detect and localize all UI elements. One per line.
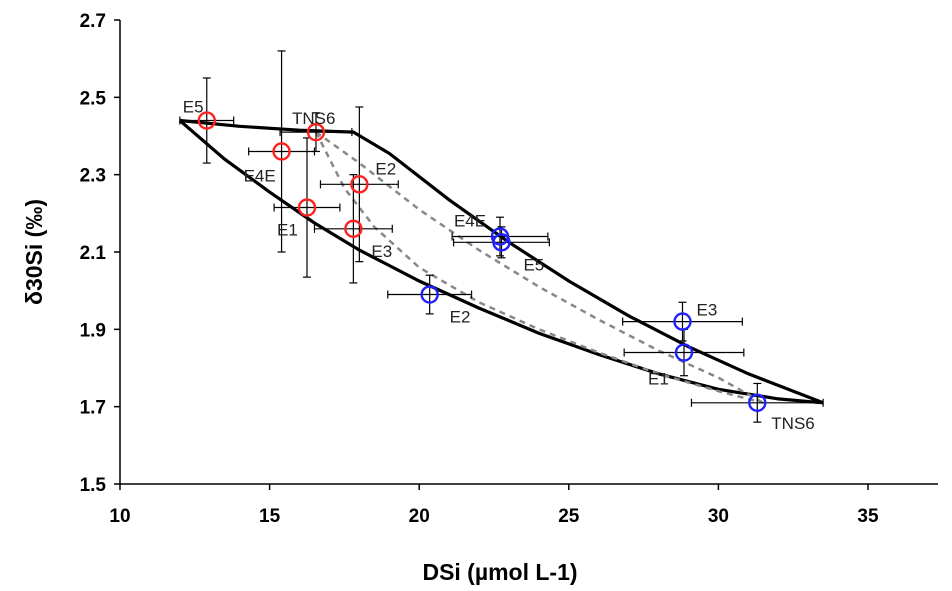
y-tick-label: 2.1 xyxy=(80,243,107,264)
data-point-label: E3 xyxy=(696,301,717,320)
data-point-label: E5 xyxy=(183,98,204,117)
error-bars xyxy=(179,50,824,423)
data-point-marker xyxy=(674,343,694,362)
data-point-marker xyxy=(748,393,767,412)
data-point-label: E2 xyxy=(375,159,396,178)
y-tick-label: 1.7 xyxy=(80,398,106,419)
data-point-label: E3 xyxy=(371,242,392,261)
y-axis-title: δ30Si (‰) xyxy=(21,199,47,305)
y-tick-label: 2.3 xyxy=(80,166,106,187)
model-curves xyxy=(178,118,824,405)
x-tick-label: 25 xyxy=(558,506,580,527)
data-point-label: E1 xyxy=(277,221,298,240)
data-point-marker xyxy=(197,111,216,130)
data-point-label: E4E xyxy=(454,212,486,231)
data-points xyxy=(197,111,767,412)
envelope-curve xyxy=(178,119,824,405)
envelope-curve xyxy=(179,118,824,405)
data-point-label: TNS6 xyxy=(292,109,335,128)
data-point-marker xyxy=(297,198,317,217)
data-point-label: E1 xyxy=(648,370,669,389)
y-tick-label: 1.9 xyxy=(80,320,106,341)
data-point-marker xyxy=(272,142,291,161)
dashed-curve xyxy=(314,131,764,405)
y-tick-label: 2.7 xyxy=(80,11,106,32)
x-axis-title: DSi (µmol L-1) xyxy=(422,559,577,585)
x-tick-label: 20 xyxy=(409,506,430,527)
x-tick-label: 30 xyxy=(708,506,729,527)
axes: 1.5 1.7 1.9 2.1 2.3 2.5 2.7 10 15 20 25 30 35 xyxy=(80,11,938,527)
x-tick-label: 10 xyxy=(109,506,130,527)
x-tick-label: 35 xyxy=(857,506,879,527)
data-point-label: E5 xyxy=(523,255,544,274)
data-point-marker xyxy=(344,219,363,239)
dashed-curve xyxy=(315,131,764,404)
data-point-label: E2 xyxy=(450,308,471,327)
y-tick-label: 2.5 xyxy=(80,88,107,109)
data-point-marker xyxy=(492,233,511,252)
point-labels: E5 TNS6 E4E E2 E1 E3 E4E E5 E2 E3 E1 TNS6 xyxy=(183,98,815,433)
data-point-marker xyxy=(420,285,439,304)
data-point-label: E4E xyxy=(244,166,276,185)
data-point-marker xyxy=(306,122,326,142)
x-tick-label: 15 xyxy=(259,506,281,527)
data-point-label: TNS6 xyxy=(771,414,814,433)
y-tick-label: 1.5 xyxy=(80,475,107,496)
data-point-marker xyxy=(673,312,692,331)
data-point-marker xyxy=(350,175,369,194)
